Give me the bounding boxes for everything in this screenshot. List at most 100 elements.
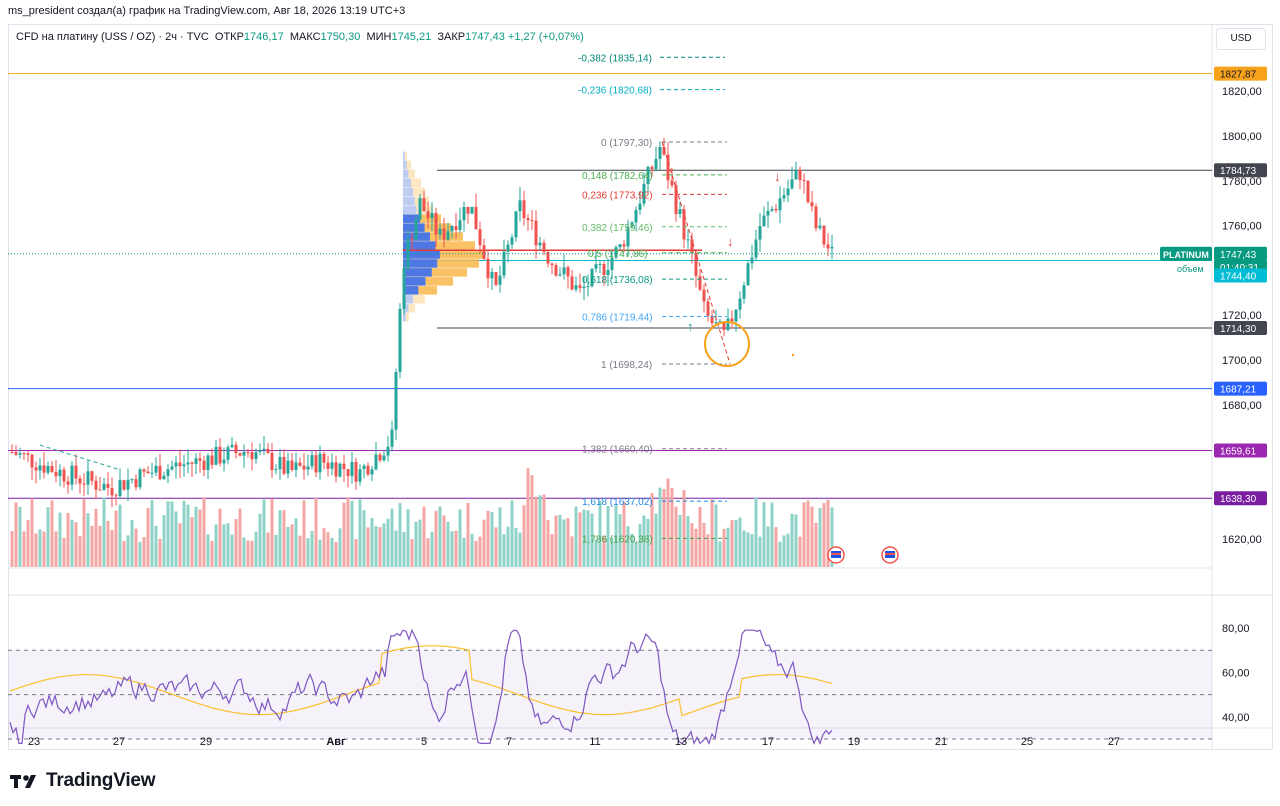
candle-body xyxy=(522,200,526,219)
candle-body xyxy=(394,371,398,430)
volume-bar xyxy=(358,499,362,567)
volume-bar xyxy=(338,528,342,567)
candle-body xyxy=(758,226,762,240)
candle-body xyxy=(450,226,454,232)
fib-trend-line xyxy=(661,141,731,365)
volume-bar xyxy=(318,539,322,567)
candle-body xyxy=(362,465,366,470)
candle-body xyxy=(94,480,98,490)
volume-bar xyxy=(206,534,210,567)
volume-bar xyxy=(658,487,662,567)
candle-body xyxy=(546,252,550,264)
price-badge xyxy=(1214,66,1267,81)
tradingview-logo[interactable]: TradingView xyxy=(10,770,156,792)
candle-body xyxy=(122,480,126,490)
volume-bar xyxy=(466,502,470,567)
candle-body xyxy=(422,198,426,212)
volume-bar xyxy=(222,524,226,567)
volume-bar xyxy=(762,502,766,567)
volume-bar xyxy=(182,500,186,567)
candle-body xyxy=(146,471,150,474)
fib-level-label: 1 (1698,24) xyxy=(601,360,652,371)
candle-body xyxy=(542,242,546,253)
candle-body xyxy=(54,471,58,477)
candle-body xyxy=(730,318,734,322)
volume-bar xyxy=(418,519,422,567)
time-tick-label: 5 xyxy=(421,736,427,748)
volume-bar xyxy=(546,520,550,567)
candle-body xyxy=(550,263,554,266)
candle-body xyxy=(558,274,562,276)
volume-bar xyxy=(646,518,650,567)
volume-bar xyxy=(250,540,254,567)
rsi-tick-label: 40,00 xyxy=(1222,712,1250,724)
candle-body xyxy=(246,451,250,453)
candle-body xyxy=(426,211,430,219)
candle-body xyxy=(666,154,670,181)
volume-bar xyxy=(714,504,718,567)
symbol-legend: CFD на платину (USS / OZ) · 2ч · TVC ОТК… xyxy=(16,31,584,43)
symbol-name[interactable]: CFD на платину (USS / OZ) · 2ч · TVC xyxy=(16,31,209,43)
volume-bar xyxy=(254,531,258,567)
candle-body xyxy=(114,495,118,497)
volume-bar xyxy=(414,521,418,567)
candle-body xyxy=(478,229,482,246)
currency-button[interactable]: USD xyxy=(1216,28,1266,50)
volume-bar xyxy=(742,530,746,567)
volume-bar xyxy=(470,533,474,567)
volume-profile-bar xyxy=(403,169,415,179)
candle-body xyxy=(762,215,766,227)
volume-profile-bar xyxy=(403,196,429,205)
volume-bar xyxy=(386,518,390,567)
price-badge-label: 1714,30 xyxy=(1220,324,1257,335)
chart-frame xyxy=(8,24,1273,750)
volume-bar xyxy=(14,502,18,567)
candle-body xyxy=(418,198,422,220)
candle-body xyxy=(370,469,374,475)
candle-body xyxy=(770,208,774,211)
candle-body xyxy=(746,263,750,286)
price-tick-label: 1780,00 xyxy=(1222,176,1262,188)
fib-level-label: 0,236 (1773,92) xyxy=(582,190,653,201)
candle-body xyxy=(474,206,478,230)
volume-bar xyxy=(730,520,734,567)
candle-body xyxy=(766,210,770,216)
volume-bar xyxy=(530,475,534,567)
volume-bar xyxy=(134,528,138,567)
volume-profile-bar xyxy=(403,214,421,223)
candle-body xyxy=(226,447,230,460)
candle-body xyxy=(74,465,78,479)
candle-body xyxy=(310,455,314,467)
candle-body xyxy=(678,209,682,214)
price-badge-label: 1638,30 xyxy=(1220,494,1257,505)
volume-bar xyxy=(518,532,522,567)
volume-bar xyxy=(402,531,406,567)
volume-bar xyxy=(802,502,806,567)
volume-profile-bar xyxy=(403,304,409,313)
volume-bar xyxy=(374,526,378,567)
candle-body xyxy=(694,252,698,277)
price-badge-label: 01:40:31 xyxy=(1220,263,1259,274)
volume-bar xyxy=(334,541,338,567)
candle-body xyxy=(238,453,242,456)
volume-bar xyxy=(722,528,726,567)
volume-bar xyxy=(686,515,690,567)
symbol-tag xyxy=(1160,246,1212,261)
volume-bar xyxy=(490,512,494,567)
volume-profile-bar xyxy=(403,277,426,286)
volume-bar xyxy=(62,537,66,567)
time-tick-label: 27 xyxy=(1108,736,1120,748)
candle-body xyxy=(102,483,106,490)
candle-body xyxy=(778,198,782,211)
candle-body xyxy=(822,225,826,245)
up-arrow-icon: ↑ xyxy=(687,319,694,334)
price-tick-label: 1620,00 xyxy=(1222,534,1262,546)
open-label: ОТКР xyxy=(214,31,244,43)
volume-bar xyxy=(174,511,178,567)
volume-bar xyxy=(526,468,530,567)
volume-bar xyxy=(398,503,402,567)
fib-level-label: 0,786 (1719,44) xyxy=(582,312,653,323)
volume-profile-bar xyxy=(403,223,425,232)
rsi-ma-line xyxy=(9,645,833,717)
